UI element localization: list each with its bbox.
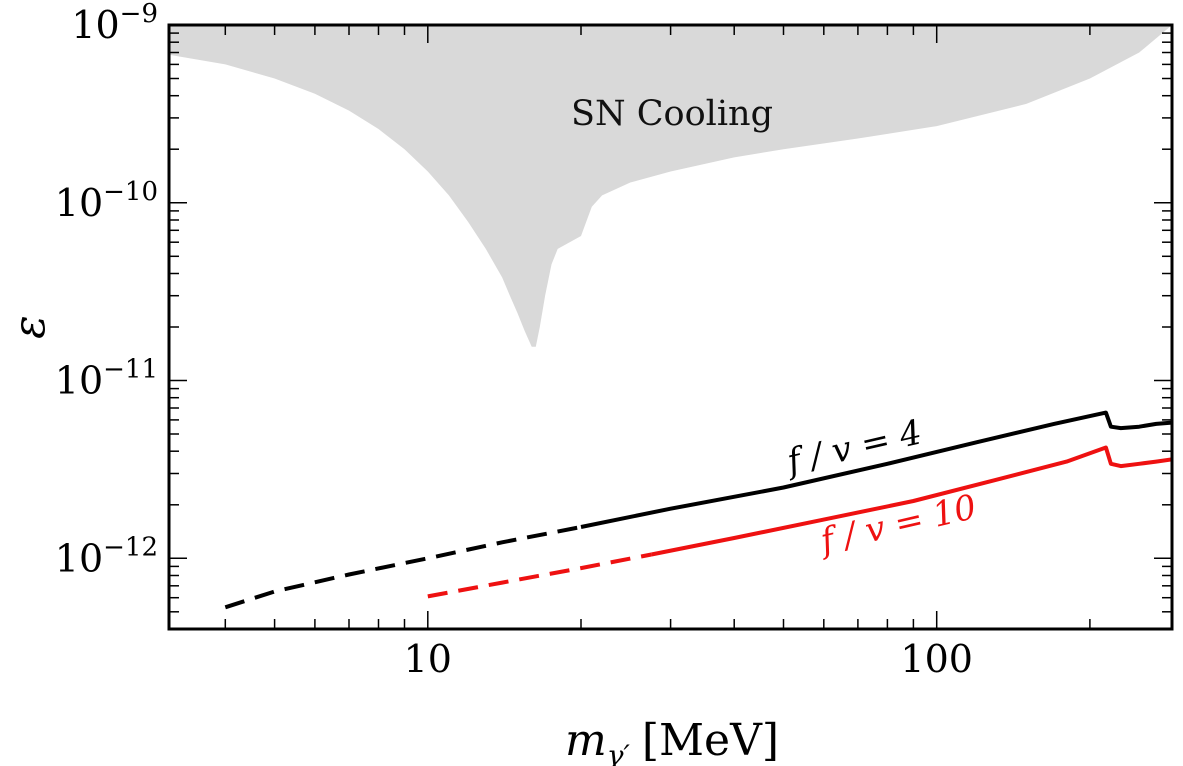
sn-cooling-label: SN Cooling	[571, 94, 773, 134]
sn-cooling-region	[169, 25, 1172, 347]
x-tick-label: 10	[404, 637, 452, 681]
x-tick-labels: 10 100	[404, 637, 973, 681]
x-axis-unit: [MeV]	[642, 715, 779, 766]
x-axis-symbol: m	[565, 715, 607, 766]
y-tick-labels: 10−12 10−11 10−10 10−9	[55, 0, 158, 580]
series-f-v-4-dashed-line	[224, 525, 582, 610]
y-axis-title: ε	[4, 315, 55, 339]
data-series	[224, 410, 1172, 610]
y-tick-label: 10−11	[55, 355, 158, 403]
x-axis-subscript: γ′	[607, 739, 631, 766]
plot-frame	[167, 23, 1174, 631]
x-axis-title: mγ′ [MeV]	[565, 715, 779, 766]
axis-ticks	[169, 24, 1172, 630]
y-tick-label: 10−10	[55, 177, 158, 225]
x-tick-label: 100	[900, 637, 973, 681]
y-tick-label: 10−12	[55, 532, 158, 580]
y-tick-label: 10−9	[71, 0, 158, 47]
series-f-v-4-solid-line	[580, 410, 1172, 529]
series-f-v-10-dashed-line	[427, 552, 652, 599]
series-label-f-v-10: f / v = 10	[814, 487, 980, 562]
series-f-v-10-solid-line	[651, 445, 1172, 557]
shaded-regions	[169, 25, 1172, 347]
